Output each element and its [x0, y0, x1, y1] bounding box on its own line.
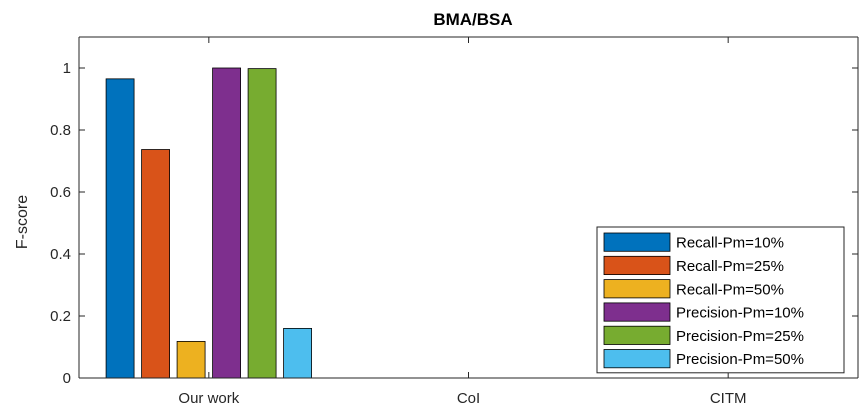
legend-swatch [603, 279, 671, 299]
x-tick-label: CoI [457, 390, 480, 407]
legend-label: Recall-Pm=10% [676, 235, 784, 252]
y-axis-label: F-score [14, 195, 31, 249]
y-tick-label: 0.4 [50, 246, 71, 263]
y-tick-label: 1 [63, 60, 71, 77]
legend-swatch [603, 302, 671, 322]
y-tick-label: 0.6 [50, 184, 71, 201]
bar [176, 341, 206, 379]
legend-label: Recall-Pm=50% [676, 281, 784, 298]
bar [105, 78, 135, 379]
legend-swatch [603, 255, 671, 275]
legend-swatch [603, 232, 671, 252]
legend-label: Precision-Pm=10% [676, 305, 804, 322]
bar [283, 327, 312, 379]
legend-swatch [603, 325, 671, 345]
x-tick-label: CITM [710, 390, 747, 407]
x-tick-label: Our work [178, 390, 239, 407]
bar [247, 68, 277, 379]
bar [141, 149, 170, 379]
y-tick-label: 0.2 [50, 308, 71, 325]
bars-layer [105, 67, 312, 379]
legend-label: Precision-Pm=25% [676, 328, 804, 345]
legend: Recall-Pm=10% Recall-Pm=25% Recall-Pm=50% P… [596, 226, 845, 374]
legend-label: Recall-Pm=25% [676, 258, 784, 275]
axes-layer: 0 0.2 0.4 0.6 0.8 1 Our work CoI CITM [50, 36, 859, 407]
legend-label: Precision-Pm=50% [676, 351, 804, 368]
chart-title: BMA/BSA [433, 10, 512, 29]
y-tick-label: 0 [63, 370, 71, 387]
bar [212, 67, 241, 379]
y-tick-label: 0.8 [50, 122, 71, 139]
legend-swatch [603, 349, 671, 369]
